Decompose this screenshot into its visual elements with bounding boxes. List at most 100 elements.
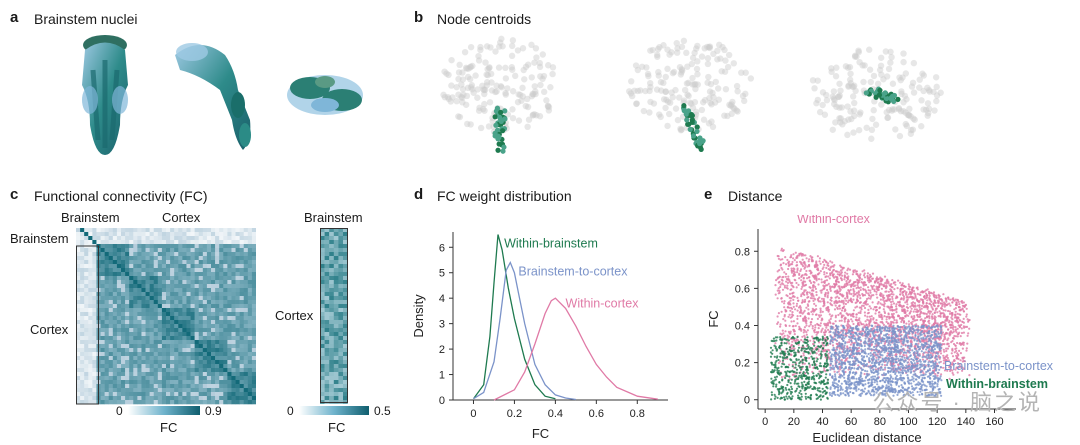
cbar-right-min: 0 xyxy=(287,404,294,418)
matrix-cell xyxy=(219,316,224,321)
cortex-node xyxy=(467,84,475,91)
scatter-point xyxy=(819,314,823,317)
matrix-cell xyxy=(133,336,138,341)
matrix-cell xyxy=(223,380,228,385)
matrix-cell xyxy=(133,304,138,309)
scatter-point xyxy=(802,265,805,268)
scatter-point xyxy=(950,352,953,355)
cortex-node xyxy=(476,104,483,111)
matrix-cell xyxy=(80,332,85,337)
cortex-node xyxy=(877,62,885,69)
matrix-cell xyxy=(223,240,228,245)
matrix-cell xyxy=(243,256,249,261)
scatter-point xyxy=(887,290,890,293)
matrix-row-cortex: Cortex xyxy=(30,322,69,337)
scatter-point xyxy=(789,303,792,306)
scatter-point xyxy=(867,311,870,314)
strip-cell xyxy=(333,288,339,293)
matrix-cell xyxy=(206,276,212,281)
matrix-cell xyxy=(243,228,249,233)
matrix-cell xyxy=(145,240,150,245)
scatter-point xyxy=(801,281,804,284)
matrix-cell xyxy=(108,304,114,309)
matrix-cell xyxy=(235,376,240,381)
matrix-cell xyxy=(247,396,253,401)
cortex-node xyxy=(545,103,553,111)
matrix-cell xyxy=(137,396,142,401)
matrix-cell xyxy=(92,312,97,317)
matrix-cell xyxy=(88,304,93,309)
matrix-cell xyxy=(80,372,85,377)
matrix-cell xyxy=(121,280,126,285)
cortex-node xyxy=(530,91,537,98)
matrix-cell xyxy=(166,292,171,297)
scatter-point xyxy=(800,253,804,256)
matrix-cell xyxy=(174,384,179,389)
matrix-cell xyxy=(194,292,200,297)
x-tick-label: 0.2 xyxy=(507,408,522,420)
strip-cell xyxy=(333,244,339,249)
matrix-cell xyxy=(227,360,232,365)
matrix-cell xyxy=(219,376,224,381)
matrix-cell xyxy=(186,244,191,249)
cortex-node xyxy=(836,115,843,122)
matrix-cell xyxy=(198,328,204,333)
scatter-point xyxy=(851,273,854,276)
matrix-cell xyxy=(137,348,142,353)
scatter-point xyxy=(941,343,944,346)
cortex-node xyxy=(512,72,519,80)
scatter-point xyxy=(818,260,821,263)
scatter-point xyxy=(808,263,811,267)
cortex-node xyxy=(868,126,876,134)
scatter-point xyxy=(812,366,815,370)
matrix-cell xyxy=(223,260,228,265)
matrix-cell xyxy=(194,320,200,325)
scatter-point xyxy=(784,256,787,259)
matrix-cell xyxy=(251,328,256,333)
matrix-cell xyxy=(166,308,171,313)
strip-cell xyxy=(333,396,339,401)
matrix-cell xyxy=(198,288,204,293)
matrix-cell xyxy=(239,300,245,305)
matrix-cell xyxy=(84,376,89,381)
matrix-cell xyxy=(80,300,85,305)
cortex-node xyxy=(726,101,733,109)
matrix-cell xyxy=(137,384,142,389)
matrix-cell xyxy=(182,332,187,337)
matrix-cell xyxy=(215,388,220,393)
matrix-cell xyxy=(129,268,134,273)
scatter-point xyxy=(822,266,825,269)
cortex-node xyxy=(693,45,700,52)
scatter-point xyxy=(942,362,945,365)
matrix-cell xyxy=(145,236,150,241)
brainstem-node xyxy=(501,144,507,150)
matrix-cell xyxy=(211,228,216,233)
scatter-point xyxy=(904,315,907,318)
matrix-cell xyxy=(170,344,175,349)
scatter-point xyxy=(965,325,969,328)
scatter-point xyxy=(869,307,872,310)
cortex-node xyxy=(514,98,522,106)
cortex-node xyxy=(670,68,678,76)
x-tick-label: 0.8 xyxy=(630,408,645,420)
scatter-point xyxy=(792,257,795,260)
matrix-cell xyxy=(157,228,163,233)
matrix-cell xyxy=(149,388,155,393)
strip-cell xyxy=(343,344,348,349)
matrix-cell xyxy=(219,280,224,285)
matrix-cell xyxy=(198,240,204,245)
matrix-cell xyxy=(157,264,163,269)
strip-cell xyxy=(320,296,325,301)
matrix-cell xyxy=(80,292,85,297)
matrix-cell xyxy=(92,368,97,373)
cortex-node xyxy=(448,82,455,89)
matrix-cell xyxy=(251,340,256,345)
scatter-point xyxy=(826,284,829,287)
matrix-cell xyxy=(145,296,150,301)
cortex-node xyxy=(662,73,669,81)
scatter-point xyxy=(949,326,952,329)
cortex-node xyxy=(455,69,463,76)
matrix-cell xyxy=(161,252,167,257)
scatter-point xyxy=(867,286,870,289)
matrix-cell xyxy=(149,368,155,373)
